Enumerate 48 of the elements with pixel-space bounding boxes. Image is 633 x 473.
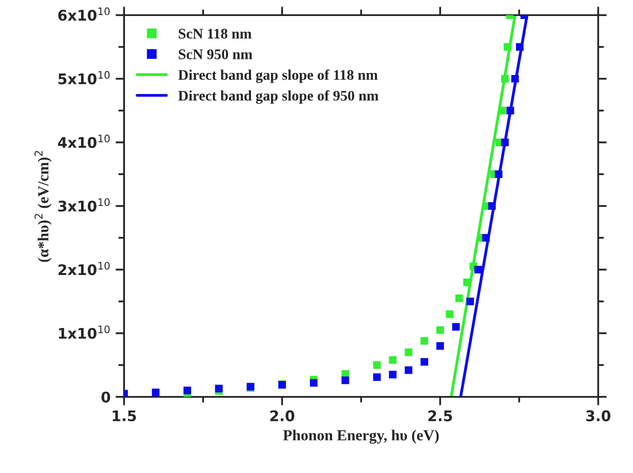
x-axis-title: Phonon Energy, hυ (eV) [283,430,439,444]
point [404,366,412,374]
point [310,379,318,387]
legend-label: Direct band gap slope of 950 nm [178,90,378,104]
x-tick-label: 3.0 [586,410,610,422]
point [501,74,509,83]
legend-label: ScN 950 nm [178,49,252,60]
point [436,342,444,350]
point [474,266,482,274]
point [501,138,509,146]
y-tick-label: 0 [101,392,110,403]
y-tick-label: 5x10$^{10}$ [58,71,110,84]
point [183,386,192,394]
x-tick-label: 1.5 [112,410,136,422]
point [436,326,444,334]
point [420,358,428,366]
point [511,74,519,83]
y-tick-label: 2x10$^{10}$ [58,262,110,276]
point [455,294,463,302]
point [388,370,397,378]
point [420,337,428,345]
x-tick-label: 2.0 [270,410,294,422]
point [215,384,223,392]
point [373,361,381,369]
x-tick-label: 2.5 [428,410,452,422]
point [463,278,471,286]
legend-label: Direct band gap slope of 118 nm [178,69,378,83]
point [504,43,512,51]
point [506,106,514,114]
y-tick-label: 1x10$^{10}$ [59,326,110,339]
y-tick-label: 6x10$^{10}$ [58,7,110,21]
y-tick-label: 4x10$^{10}$ [58,134,110,148]
y-axis-title: (α*hυ)$^{2}$ (eV/cm)$^{2}$ [34,151,52,262]
point [494,170,502,178]
point [404,348,412,356]
point [342,376,350,384]
legend-label: ScN 118 nm [178,28,252,39]
point [516,43,524,51]
point [466,298,474,306]
point [152,388,160,396]
point [498,106,506,114]
point [452,323,460,331]
y-tick-label: 3x10$^{10}$ [58,198,110,212]
point [373,373,381,381]
point [482,234,490,242]
point [446,310,454,318]
point [488,202,496,210]
point [388,356,397,364]
